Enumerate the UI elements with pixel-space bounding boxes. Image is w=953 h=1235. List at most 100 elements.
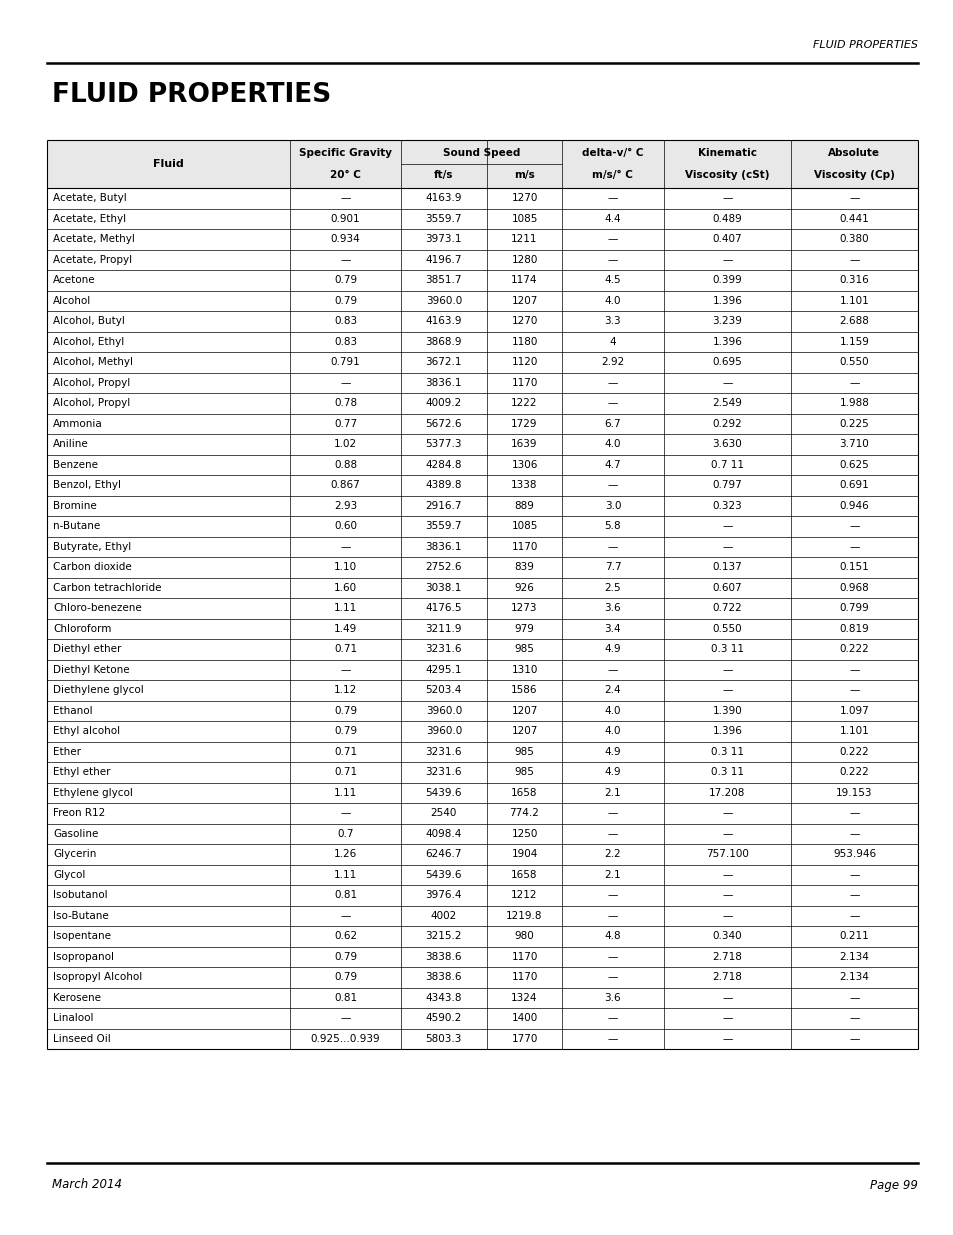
Text: 0.62: 0.62 bbox=[334, 931, 356, 941]
Text: 774.2: 774.2 bbox=[509, 808, 538, 819]
Text: 0.222: 0.222 bbox=[839, 767, 868, 777]
Text: Chloroform: Chloroform bbox=[53, 624, 112, 634]
Text: 4002: 4002 bbox=[430, 910, 456, 921]
Text: —: — bbox=[848, 193, 859, 204]
Text: 3960.0: 3960.0 bbox=[425, 295, 461, 306]
Text: 4295.1: 4295.1 bbox=[425, 664, 461, 674]
Text: 4.9: 4.9 bbox=[604, 767, 620, 777]
Text: m/s/° C: m/s/° C bbox=[592, 169, 633, 179]
Text: Isopropanol: Isopropanol bbox=[53, 952, 113, 962]
Text: —: — bbox=[607, 910, 618, 921]
Text: 2.1: 2.1 bbox=[604, 788, 620, 798]
Text: 1212: 1212 bbox=[511, 890, 537, 900]
Text: Isopentane: Isopentane bbox=[53, 931, 111, 941]
Text: 1.60: 1.60 bbox=[334, 583, 356, 593]
Text: 6246.7: 6246.7 bbox=[425, 850, 461, 860]
Text: 2540: 2540 bbox=[430, 808, 456, 819]
Text: 0.79: 0.79 bbox=[334, 705, 356, 716]
Text: 0.550: 0.550 bbox=[839, 357, 868, 367]
Text: 0.7 11: 0.7 11 bbox=[710, 459, 743, 469]
Text: 0.340: 0.340 bbox=[712, 931, 741, 941]
Text: 0.799: 0.799 bbox=[839, 603, 868, 614]
Text: Ethyl ether: Ethyl ether bbox=[53, 767, 111, 777]
Text: Kinematic: Kinematic bbox=[697, 148, 756, 158]
Text: —: — bbox=[848, 254, 859, 264]
Text: —: — bbox=[607, 1013, 618, 1024]
Text: 4.9: 4.9 bbox=[604, 645, 620, 655]
Text: Fluid: Fluid bbox=[153, 159, 184, 169]
Text: 0.316: 0.316 bbox=[839, 275, 868, 285]
Text: 4.7: 4.7 bbox=[604, 459, 620, 469]
Text: 0.901: 0.901 bbox=[331, 214, 360, 224]
Text: 5203.4: 5203.4 bbox=[425, 685, 461, 695]
Text: —: — bbox=[848, 869, 859, 879]
Text: 3231.6: 3231.6 bbox=[425, 767, 461, 777]
Text: 1180: 1180 bbox=[511, 337, 537, 347]
Text: 3836.1: 3836.1 bbox=[425, 542, 461, 552]
Text: —: — bbox=[607, 235, 618, 245]
Text: 1.49: 1.49 bbox=[334, 624, 356, 634]
Text: —: — bbox=[340, 1013, 351, 1024]
Text: Acetate, Ethyl: Acetate, Ethyl bbox=[53, 214, 126, 224]
Text: —: — bbox=[721, 808, 732, 819]
Text: 0.550: 0.550 bbox=[712, 624, 741, 634]
Text: 2.718: 2.718 bbox=[712, 952, 741, 962]
Text: FLUID PROPERTIES: FLUID PROPERTIES bbox=[52, 82, 331, 107]
Text: 3231.6: 3231.6 bbox=[425, 747, 461, 757]
Text: 1904: 1904 bbox=[511, 850, 537, 860]
Text: 1.396: 1.396 bbox=[712, 726, 741, 736]
Text: —: — bbox=[721, 1034, 732, 1044]
Text: 0.79: 0.79 bbox=[334, 726, 356, 736]
Text: Diethylene glycol: Diethylene glycol bbox=[53, 685, 144, 695]
Text: 0.691: 0.691 bbox=[839, 480, 868, 490]
Text: —: — bbox=[721, 521, 732, 531]
Text: 0.151: 0.151 bbox=[839, 562, 868, 572]
Text: 0.225: 0.225 bbox=[839, 419, 868, 429]
Text: 2.1: 2.1 bbox=[604, 869, 620, 879]
Text: Benzene: Benzene bbox=[53, 459, 98, 469]
Text: 0.88: 0.88 bbox=[334, 459, 356, 469]
Text: Diethyl Ketone: Diethyl Ketone bbox=[53, 664, 130, 674]
Text: —: — bbox=[607, 480, 618, 490]
Text: 2.549: 2.549 bbox=[712, 398, 741, 409]
Text: 1.101: 1.101 bbox=[839, 295, 868, 306]
Text: Alcohol, Propyl: Alcohol, Propyl bbox=[53, 398, 131, 409]
Text: 4163.9: 4163.9 bbox=[425, 193, 461, 204]
Text: —: — bbox=[607, 972, 618, 982]
Text: —: — bbox=[607, 1034, 618, 1044]
Text: Alcohol, Propyl: Alcohol, Propyl bbox=[53, 378, 131, 388]
Text: 3.239: 3.239 bbox=[712, 316, 741, 326]
Text: 1770: 1770 bbox=[511, 1034, 537, 1044]
Text: 0.83: 0.83 bbox=[334, 337, 356, 347]
Text: Chloro-benezene: Chloro-benezene bbox=[53, 603, 142, 614]
Text: 0.791: 0.791 bbox=[331, 357, 360, 367]
Text: 1586: 1586 bbox=[511, 685, 537, 695]
Text: 0.722: 0.722 bbox=[712, 603, 741, 614]
Text: 1174: 1174 bbox=[511, 275, 537, 285]
Text: Ethyl alcohol: Ethyl alcohol bbox=[53, 726, 120, 736]
Text: Absolute: Absolute bbox=[827, 148, 880, 158]
Text: 3838.6: 3838.6 bbox=[425, 952, 461, 962]
Text: 5439.6: 5439.6 bbox=[425, 869, 461, 879]
Text: 3960.0: 3960.0 bbox=[425, 726, 461, 736]
Text: —: — bbox=[607, 378, 618, 388]
Text: 3.6: 3.6 bbox=[604, 603, 620, 614]
Text: —: — bbox=[848, 1034, 859, 1044]
Text: 0.968: 0.968 bbox=[839, 583, 868, 593]
Text: 979: 979 bbox=[514, 624, 534, 634]
Text: 1270: 1270 bbox=[511, 193, 537, 204]
Text: 0.222: 0.222 bbox=[839, 645, 868, 655]
Text: 2.2: 2.2 bbox=[604, 850, 620, 860]
Text: —: — bbox=[721, 542, 732, 552]
Text: 1.11: 1.11 bbox=[334, 603, 356, 614]
Text: 0.925...0.939: 0.925...0.939 bbox=[311, 1034, 380, 1044]
Text: 1207: 1207 bbox=[511, 705, 537, 716]
Text: 1310: 1310 bbox=[511, 664, 537, 674]
Text: 1170: 1170 bbox=[511, 972, 537, 982]
Text: 839: 839 bbox=[514, 562, 534, 572]
Text: —: — bbox=[340, 542, 351, 552]
Text: 2.4: 2.4 bbox=[604, 685, 620, 695]
Text: 0.79: 0.79 bbox=[334, 295, 356, 306]
Text: Acetate, Butyl: Acetate, Butyl bbox=[53, 193, 127, 204]
Text: 3559.7: 3559.7 bbox=[425, 214, 461, 224]
